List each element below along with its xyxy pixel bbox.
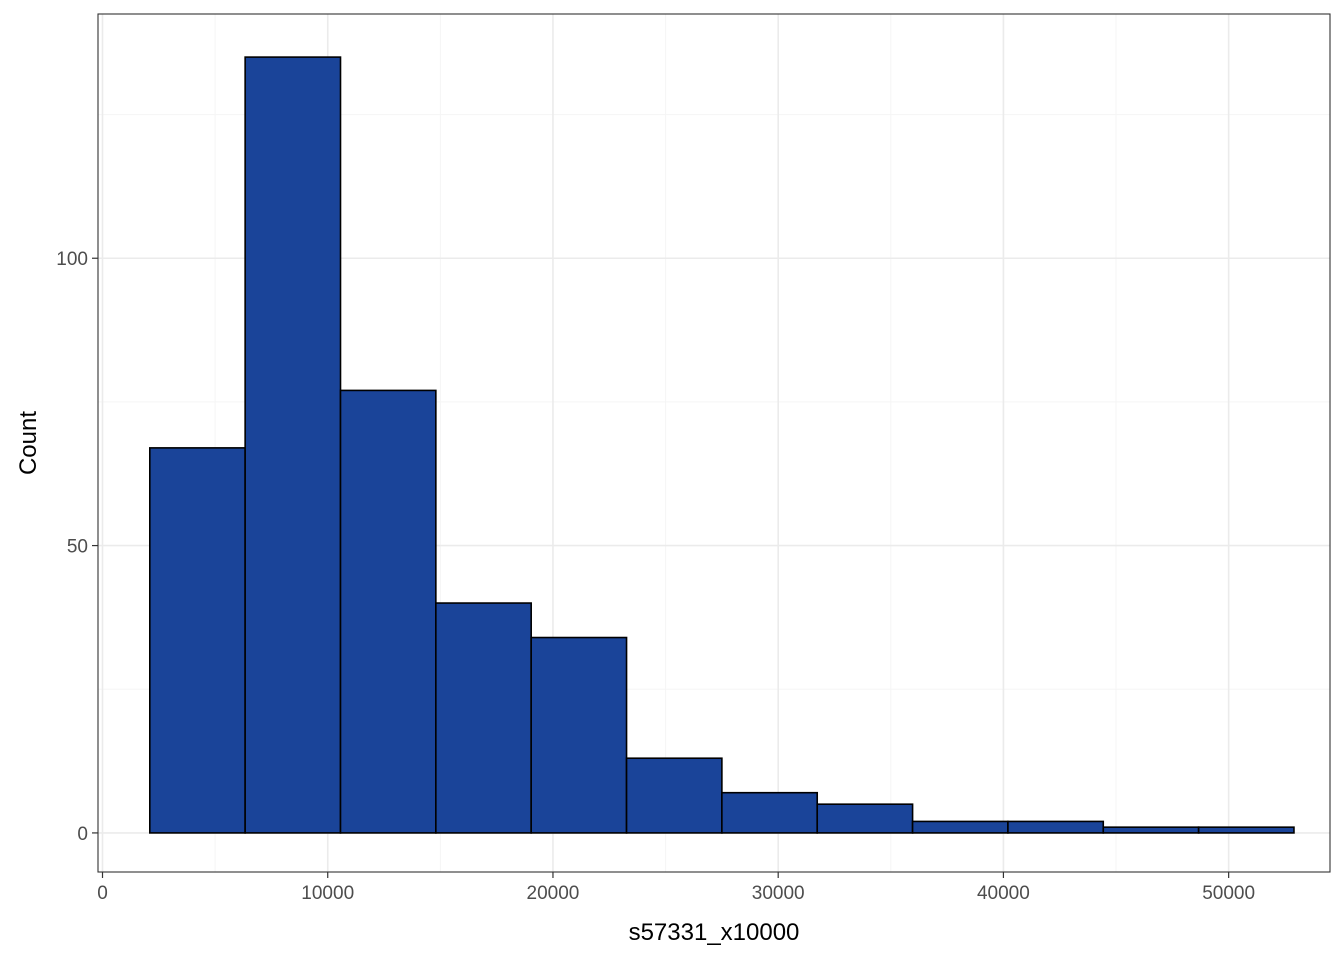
x-axis-ticks: 0 10000 20000 30000 40000 50000 <box>97 872 1255 904</box>
x-tick-label-0: 0 <box>97 883 108 904</box>
x-tick-label-5: 50000 <box>1202 883 1255 904</box>
y-tick-label-0: 0 <box>77 824 88 845</box>
histogram-bar-5 <box>625 757 723 834</box>
histogram-bar-1 <box>244 56 342 834</box>
histogram-bar-4 <box>530 636 628 834</box>
histogram-bar-11 <box>1197 826 1295 834</box>
y-tick-label-1: 50 <box>67 537 88 558</box>
bars-layer <box>149 56 1295 834</box>
x-tick-label-2: 20000 <box>527 883 580 904</box>
histogram-bar-7 <box>816 803 914 834</box>
x-tick-label-4: 40000 <box>977 883 1030 904</box>
histogram-bar-8 <box>911 820 1009 834</box>
histogram-bar-6 <box>721 791 819 834</box>
histogram-bar-0 <box>149 447 246 834</box>
x-tick-label-3: 30000 <box>752 883 805 904</box>
x-tick-label-1: 10000 <box>301 883 354 904</box>
histogram-bar-2 <box>339 389 437 834</box>
x-axis-title: s57331_x10000 <box>629 919 800 946</box>
y-axis-title: Count <box>15 411 42 475</box>
panel-border <box>97 13 1331 873</box>
histogram-bar-10 <box>1102 826 1200 834</box>
y-axis-ticks: 0 50 100 <box>56 249 98 845</box>
y-tick-label-2: 100 <box>56 249 88 270</box>
histogram-bar-9 <box>1007 820 1105 834</box>
histogram-bar-3 <box>435 602 532 834</box>
